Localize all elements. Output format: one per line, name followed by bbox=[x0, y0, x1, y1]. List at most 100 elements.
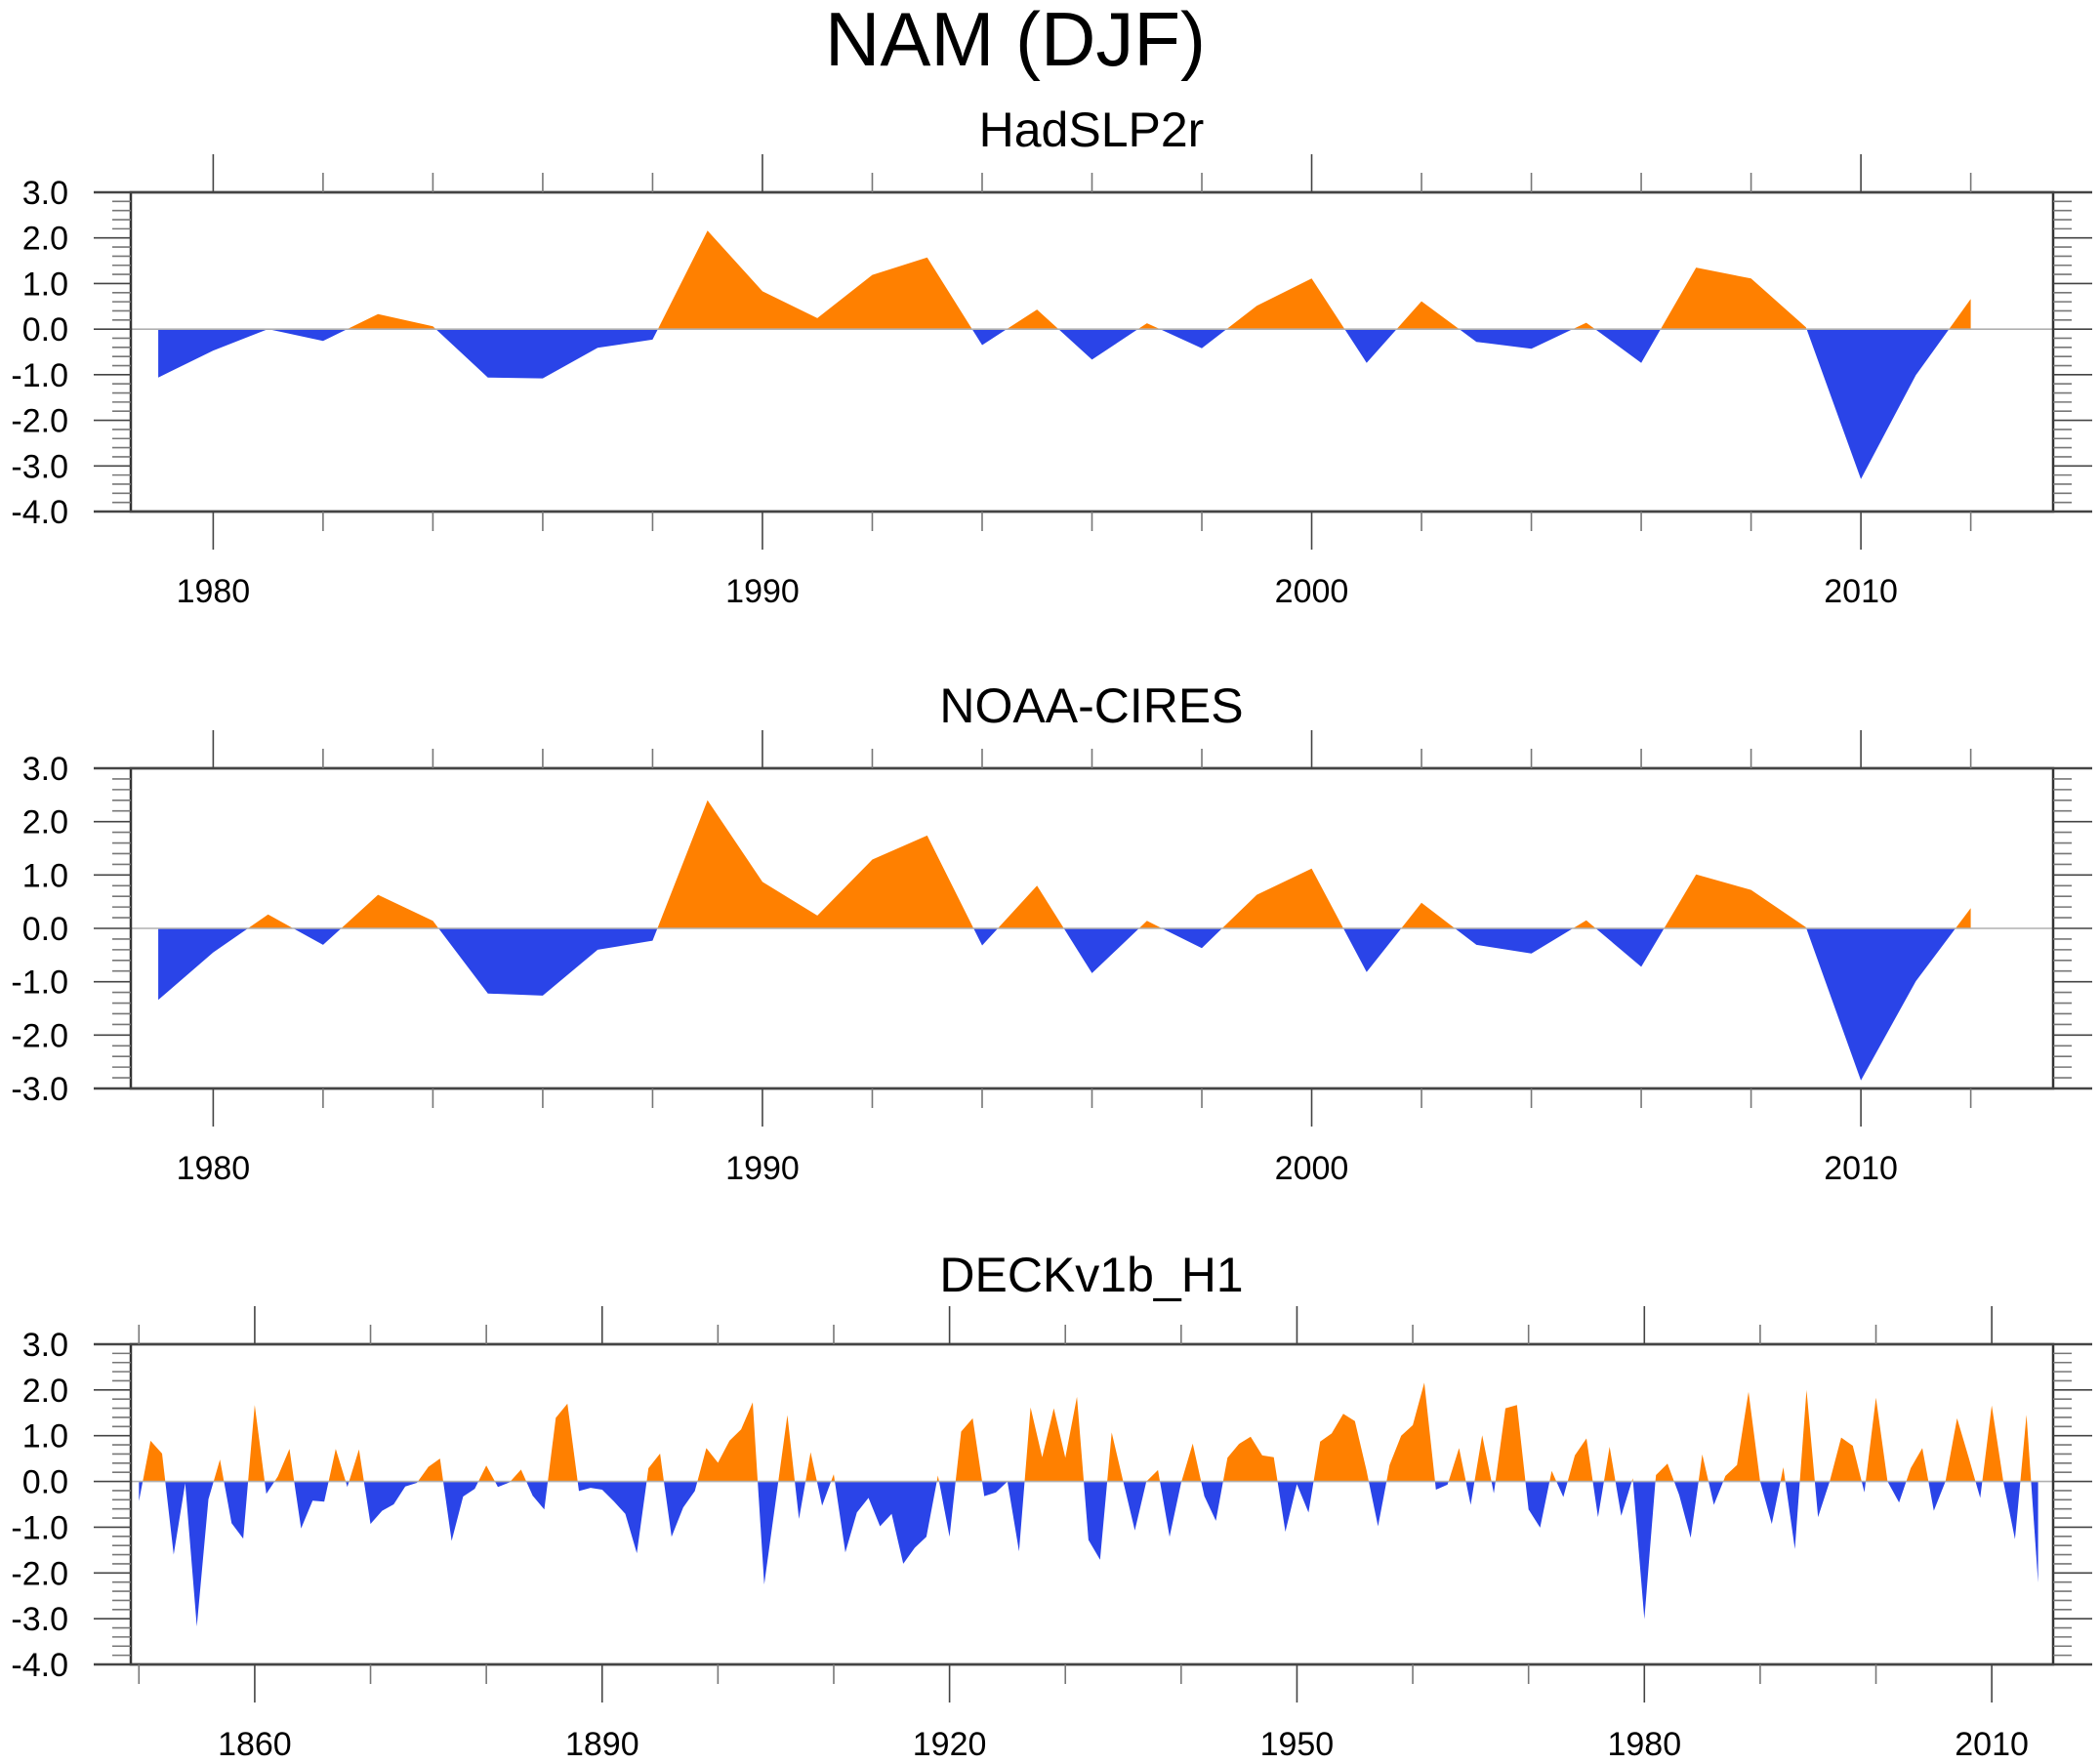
negative-area bbox=[1369, 1481, 1387, 1527]
positive-area bbox=[248, 1405, 266, 1482]
negative-area bbox=[1160, 329, 1227, 349]
negative-area bbox=[268, 329, 348, 342]
positive-area bbox=[1138, 921, 1163, 928]
negative-area bbox=[158, 928, 248, 1001]
positive-area bbox=[1137, 323, 1161, 330]
negative-area bbox=[1123, 1481, 1147, 1531]
negative-area bbox=[1084, 1481, 1108, 1560]
y-tick-label: 1.0 bbox=[22, 266, 68, 303]
panel-hadslp2r: HadSLP2r 3.0 2.0 1.0 0.0 -1.0 -2.0 -3.0 -4.0 198… bbox=[11, 103, 2092, 610]
x-tick-label: 1990 bbox=[725, 1150, 800, 1187]
negative-area bbox=[165, 1481, 214, 1627]
y-tick-label: -1.0 bbox=[11, 357, 68, 394]
positive-area bbox=[831, 1474, 836, 1482]
negative-area bbox=[1595, 928, 1665, 967]
positive-area bbox=[1386, 1382, 1435, 1482]
positive-area bbox=[697, 1402, 759, 1482]
negative-area bbox=[1277, 1481, 1314, 1533]
positive-area bbox=[955, 1417, 982, 1482]
positive-area bbox=[1830, 1437, 1862, 1482]
negative-area bbox=[294, 1481, 329, 1529]
negative-area bbox=[435, 329, 658, 379]
negative-area bbox=[1615, 1481, 1632, 1516]
positive-area bbox=[328, 1449, 347, 1482]
y-tick-label: 1.0 bbox=[22, 857, 68, 894]
positive-area bbox=[1222, 1436, 1278, 1482]
positive-area bbox=[1567, 1438, 1593, 1482]
positive-area bbox=[1181, 1443, 1202, 1482]
x-tick-label: 2010 bbox=[1955, 1726, 2029, 1763]
y-tick-label: 2.0 bbox=[22, 221, 68, 258]
y-tick-label: 1.0 bbox=[22, 1418, 68, 1456]
negative-area bbox=[971, 329, 1008, 346]
negative-area bbox=[526, 1481, 549, 1510]
y-tick-label: 3.0 bbox=[22, 1327, 68, 1364]
y-tick-label: 0.0 bbox=[22, 311, 68, 349]
positive-area bbox=[213, 1459, 225, 1482]
negative-area bbox=[1887, 1481, 1907, 1503]
panel-deckv1b-h1: DECKv1b_H1 3.0 2.0 1.0 0.0 -1.0 -2.0 -3.0 -4.0 1… bbox=[11, 1248, 2092, 1763]
y-tick-label: -1.0 bbox=[11, 1509, 68, 1546]
negative-area bbox=[1759, 1481, 1781, 1525]
x-tick-label: 1980 bbox=[177, 573, 251, 610]
negative-area bbox=[973, 928, 999, 946]
positive-area bbox=[1945, 1417, 1976, 1482]
negative-area bbox=[2003, 1481, 2021, 1539]
positive-area bbox=[646, 1454, 664, 1482]
negative-area bbox=[1806, 329, 1950, 479]
x-tick-label: 2010 bbox=[1824, 1150, 1898, 1187]
positive-area bbox=[657, 800, 974, 928]
negative-area bbox=[1162, 928, 1222, 949]
positive-area bbox=[274, 1449, 295, 1482]
positive-area bbox=[349, 1449, 364, 1482]
positive-area bbox=[347, 313, 436, 330]
positive-area bbox=[1603, 1447, 1616, 1482]
y-tick-label: 3.0 bbox=[22, 175, 68, 212]
positive-area bbox=[1107, 1432, 1124, 1482]
x-tick-label: 1860 bbox=[218, 1726, 292, 1763]
negative-area bbox=[265, 1481, 275, 1495]
positive-area bbox=[1313, 1414, 1369, 1482]
positive-area bbox=[805, 1452, 817, 1482]
negative-area bbox=[1491, 1481, 1496, 1494]
x-tick-label: 1980 bbox=[177, 1150, 251, 1187]
negative-area bbox=[1592, 1481, 1604, 1518]
negative-area bbox=[982, 1481, 1008, 1497]
negative-area bbox=[758, 1481, 779, 1584]
positive-area bbox=[1799, 1389, 1815, 1482]
negative-area bbox=[816, 1481, 832, 1506]
y-tick-label: 3.0 bbox=[22, 751, 68, 788]
positive-area bbox=[1664, 874, 1807, 928]
negative-area bbox=[1063, 928, 1139, 973]
area-fill-group bbox=[139, 1382, 2038, 1627]
positive-area bbox=[1949, 299, 1971, 330]
positive-area bbox=[1146, 1469, 1161, 1482]
negative-area bbox=[1709, 1481, 1724, 1505]
positive-area bbox=[1401, 902, 1456, 928]
negative-area bbox=[1058, 329, 1138, 360]
negative-area bbox=[363, 1481, 418, 1525]
panel-title: DECKv1b_H1 bbox=[939, 1248, 1243, 1302]
positive-area bbox=[998, 885, 1064, 928]
negative-area bbox=[1459, 329, 1573, 349]
positive-area bbox=[1221, 868, 1343, 928]
positive-area bbox=[478, 1465, 495, 1482]
panel-title: NOAA-CIRES bbox=[939, 678, 1243, 733]
negative-area bbox=[1632, 1481, 1656, 1620]
negative-area bbox=[1673, 1481, 1699, 1538]
positive-area bbox=[510, 1469, 527, 1482]
negative-area bbox=[1344, 329, 1397, 363]
x-tick-label: 2000 bbox=[1275, 1150, 1349, 1187]
y-tick-label: -3.0 bbox=[11, 1601, 68, 1638]
positive-area bbox=[1982, 1405, 2003, 1482]
panel-noaa-cires: NOAA-CIRES 3.0 2.0 1.0 0.0 -1.0 -2.0 -3.0 1980 1… bbox=[11, 678, 2092, 1187]
positive-area bbox=[1573, 920, 1596, 928]
panel-title: HadSLP2r bbox=[979, 103, 1205, 157]
positive-area bbox=[1573, 322, 1595, 330]
x-tick-label: 1990 bbox=[725, 573, 800, 610]
positive-area bbox=[778, 1415, 796, 1482]
positive-area bbox=[1698, 1454, 1709, 1482]
negative-area bbox=[224, 1481, 249, 1539]
positive-area bbox=[143, 1440, 166, 1482]
